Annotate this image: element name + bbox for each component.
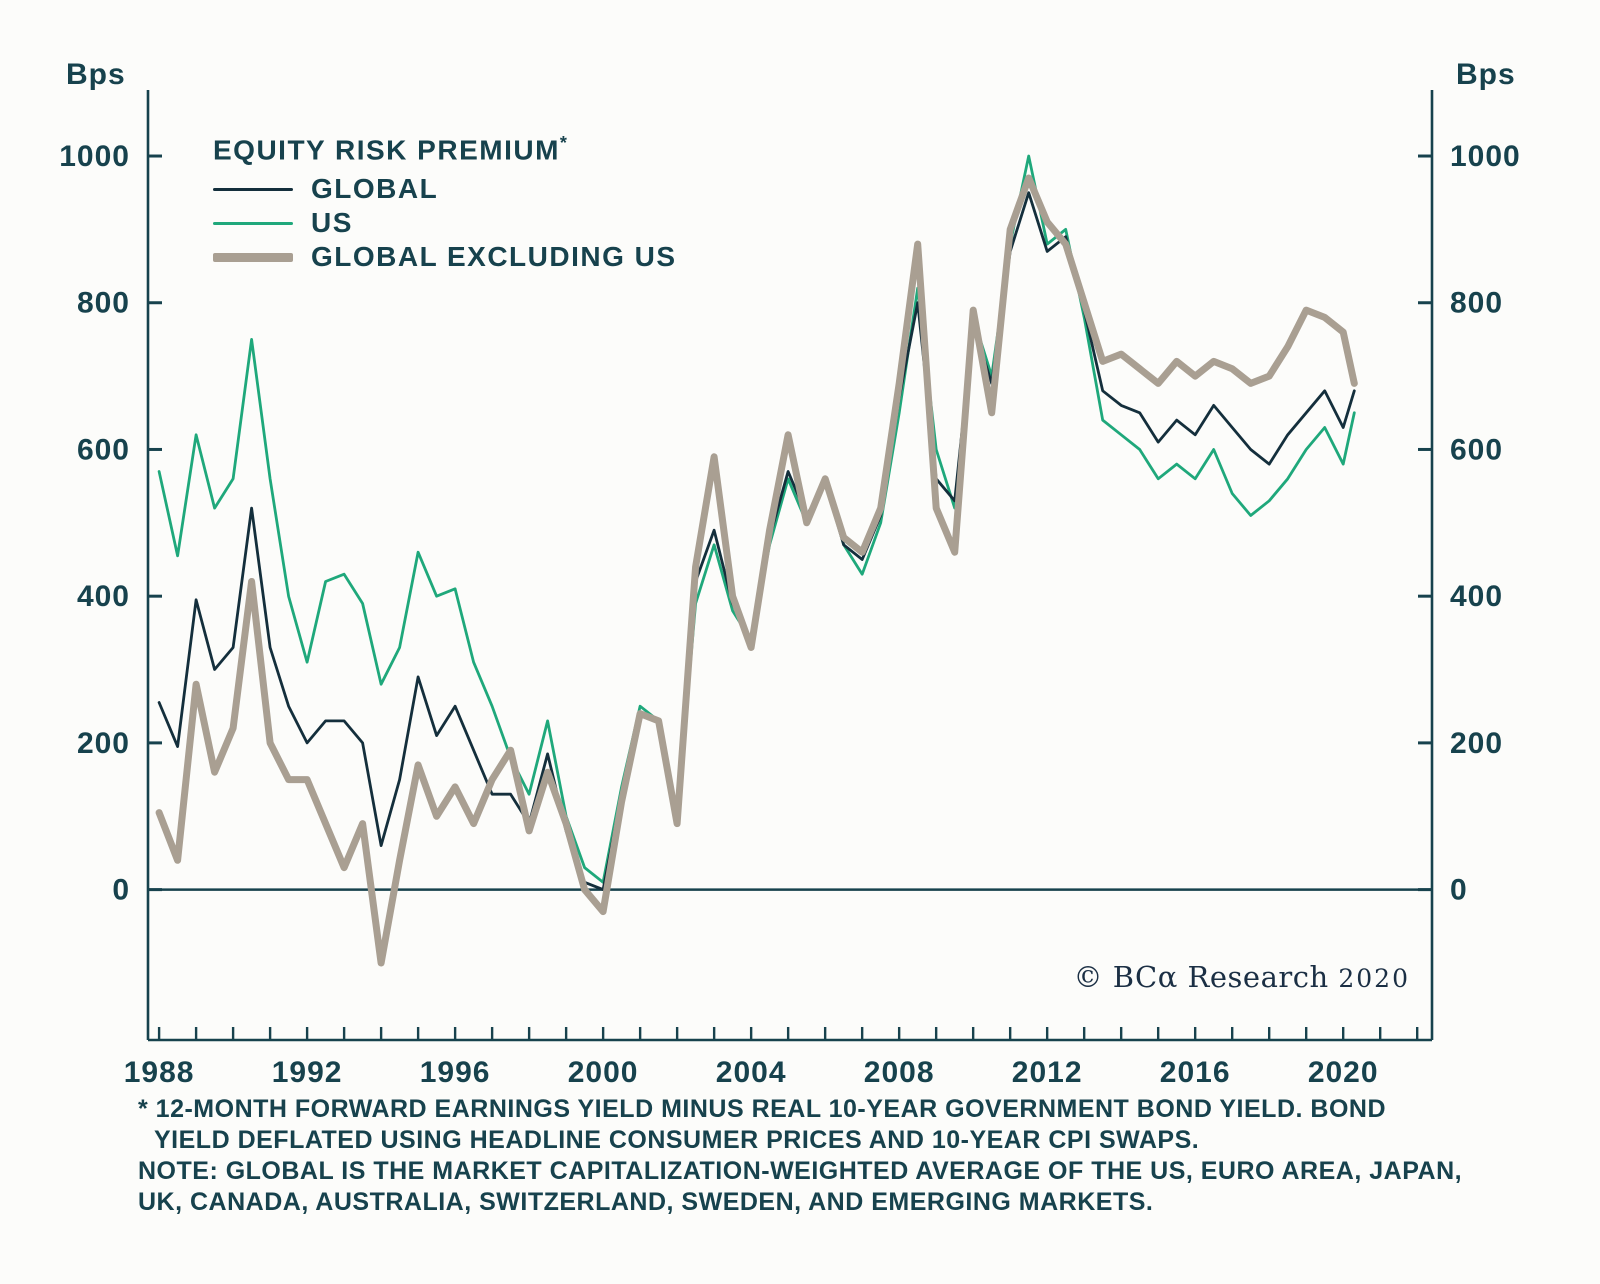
x-tick-label: 2012 [1012,1056,1083,1089]
x-tick-label: 1988 [124,1056,195,1089]
y-tick-label-right: 0 [1450,874,1468,907]
y-tick-label-left: 1000 [59,140,130,173]
global-ex-us-line-swatch [213,252,293,262]
x-tick-label: 2000 [568,1056,639,1089]
global-line-swatch [213,187,293,191]
legend-label-global: GLOBAL [311,173,439,205]
y-tick-label-left: 0 [112,874,130,907]
legend-title-asterisk: * [559,133,569,153]
y-tick-label-right: 600 [1450,433,1503,466]
legend-entry-global: GLOBAL [213,172,677,206]
legend-title-text: EQUITY RISK PREMIUM [213,134,560,166]
x-tick-label: 1996 [420,1056,491,1089]
footnote-line-4: UK, CANADA, AUSTRALIA, SWITZERLAND, SWED… [138,1188,1154,1216]
y-tick-label-right: 1000 [1450,140,1521,173]
legend-entry-global-ex-us: GLOBAL EXCLUDING US [213,240,677,274]
chart-legend: EQUITY RISK PREMIUM* GLOBAL US GLOBAL EX… [213,133,677,274]
x-tick-label: 2020 [1308,1056,1379,1089]
y-tick-label-right: 800 [1450,287,1503,320]
footnote-line-2: YIELD DEFLATED USING HEADLINE CONSUMER P… [154,1126,1200,1154]
copyright-text: © BCα Research [1073,960,1329,994]
us-line-swatch [213,221,293,225]
y-tick-label-right: 400 [1450,580,1503,613]
y-tick-label-left: 800 [77,287,130,320]
legend-entry-us: US [213,206,677,240]
y-axis-title-left: Bps [66,58,126,91]
legend-title: EQUITY RISK PREMIUM* [213,133,677,166]
y-axis-title-right: Bps [1456,58,1516,91]
x-tick-label: 2004 [716,1056,787,1089]
series-global [157,191,1356,891]
footnote-line-1: * 12-MONTH FORWARD EARNINGS YIELD MINUS … [138,1095,1386,1123]
x-tick-label: 2016 [1160,1056,1231,1089]
legend-label-us: US [311,207,353,239]
copyright-year: 2020 [1338,964,1410,993]
series-global-excluding-us [155,174,1358,967]
copyright-notice: © BCα Research 2020 [1073,960,1410,994]
footnote-line-3: NOTE: GLOBAL IS THE MARKET CAPITALIZATIO… [138,1157,1463,1185]
y-tick-label-left: 400 [77,580,130,613]
y-tick-label-right: 200 [1450,727,1503,760]
y-tick-label-left: 600 [77,433,130,466]
legend-label-global-ex-us: GLOBAL EXCLUDING US [311,241,677,273]
x-tick-label: 2008 [864,1056,935,1089]
chart-footnotes: * 12-MONTH FORWARD EARNINGS YIELD MINUS … [138,1094,1558,1218]
x-tick-label: 1992 [272,1056,343,1089]
y-tick-label-left: 200 [77,727,130,760]
